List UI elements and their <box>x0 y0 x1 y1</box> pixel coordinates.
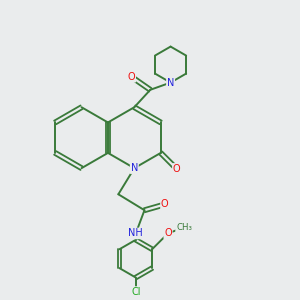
Text: N: N <box>130 163 138 173</box>
Text: O: O <box>164 228 172 238</box>
Text: NH: NH <box>128 228 143 239</box>
Text: O: O <box>161 200 169 209</box>
Text: Cl: Cl <box>131 287 140 297</box>
Text: N: N <box>167 78 174 88</box>
Text: O: O <box>128 72 135 82</box>
Text: O: O <box>173 164 181 174</box>
Text: CH₃: CH₃ <box>176 223 192 232</box>
